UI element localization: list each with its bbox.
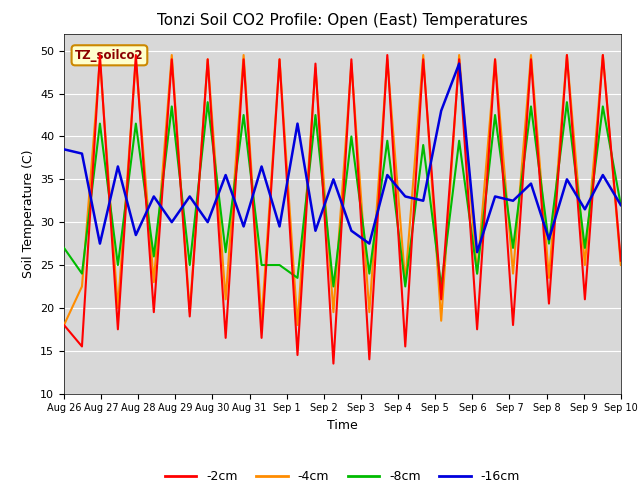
X-axis label: Time: Time (327, 419, 358, 432)
Legend: -2cm, -4cm, -8cm, -16cm: -2cm, -4cm, -8cm, -16cm (160, 465, 525, 480)
Text: TZ_soilco2: TZ_soilco2 (75, 49, 144, 62)
Y-axis label: Soil Temperature (C): Soil Temperature (C) (22, 149, 35, 278)
Title: Tonzi Soil CO2 Profile: Open (East) Temperatures: Tonzi Soil CO2 Profile: Open (East) Temp… (157, 13, 528, 28)
